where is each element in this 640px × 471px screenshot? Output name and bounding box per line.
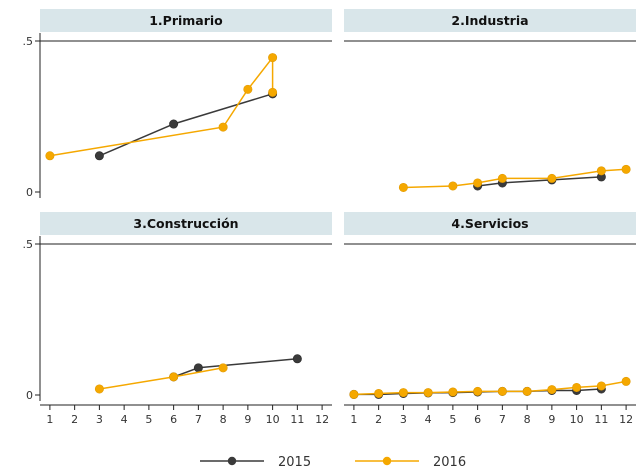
data-point-2016 [423, 388, 433, 398]
legend-label: 2015 [278, 455, 311, 470]
panel-title: 2.Industria [451, 13, 528, 28]
panel-strip [344, 9, 636, 32]
x-tick-label: 1 [46, 413, 53, 426]
panel-title: 1.Primario [149, 13, 223, 28]
data-point-2016 [45, 151, 55, 161]
x-tick-label: 10 [266, 413, 280, 426]
data-point-2016 [497, 173, 507, 183]
series-line-2015 [99, 93, 273, 157]
data-point-2016 [522, 386, 532, 396]
x-tick-label: 11 [594, 413, 608, 426]
x-tick-label: 8 [220, 413, 227, 426]
x-tick-label: 12 [315, 413, 329, 426]
data-point-2016 [398, 182, 408, 192]
series-line-2016 [49, 55, 274, 157]
panel-1: 1.Primario 0 .5 [23, 9, 332, 199]
x-tick-label: 2 [375, 413, 382, 426]
data-point-2016 [473, 386, 483, 396]
panel-strip [344, 212, 636, 235]
legend: 2015 2016 [200, 455, 466, 470]
data-point-2016 [268, 87, 278, 97]
data-point-2016 [218, 122, 228, 132]
data-point-2016 [596, 166, 606, 176]
panel-strip [40, 212, 332, 235]
x-tick-label: 6 [474, 413, 481, 426]
data-point-2016 [94, 384, 104, 394]
data-point-2016 [547, 385, 557, 395]
x-tick-label: 8 [524, 413, 531, 426]
x-tick-label: 4 [121, 413, 128, 426]
x-tick-label: 2 [71, 413, 78, 426]
x-tick-label: 5 [145, 413, 152, 426]
y-tick-label: 0 [26, 389, 33, 402]
data-point-2016 [349, 389, 359, 399]
x-tick-label: 7 [195, 413, 202, 426]
data-point-2016 [621, 376, 631, 386]
data-point-2016 [596, 381, 606, 391]
data-point-2015 [193, 363, 203, 373]
series-line-2016 [99, 367, 224, 390]
y-tick-label: .5 [23, 35, 34, 48]
x-tick-label: 1 [350, 413, 357, 426]
data-point-2016 [448, 387, 458, 397]
y-tick-label: .5 [23, 238, 34, 251]
data-point-2015 [292, 354, 302, 364]
legend-marker-2015 [227, 456, 237, 466]
data-point-2016 [268, 53, 278, 63]
data-point-2016 [448, 181, 458, 191]
data-point-2016 [497, 386, 507, 396]
legend-marker-2016 [382, 456, 392, 466]
x-tick-label: 4 [425, 413, 432, 426]
panel-title: 4.Servicios [451, 216, 528, 231]
data-point-2016 [218, 363, 228, 373]
x-tick-label: 10 [570, 413, 584, 426]
y-tick-label: 0 [26, 186, 33, 199]
x-tick-label: 5 [449, 413, 456, 426]
panel-title: 3.Construcción [133, 216, 238, 231]
data-point-2016 [374, 388, 384, 398]
panel-strip [40, 9, 332, 32]
x-tick-label: 9 [244, 413, 251, 426]
data-point-2016 [243, 84, 253, 94]
x-tick-label: 3 [400, 413, 407, 426]
data-point-2016 [547, 173, 557, 183]
data-point-2016 [473, 178, 483, 188]
x-tick-label: 3 [96, 413, 103, 426]
x-tick-label: 11 [290, 413, 304, 426]
data-point-2015 [169, 119, 179, 129]
data-point-2015 [94, 151, 104, 161]
data-point-2016 [572, 382, 582, 392]
x-tick-label: 6 [170, 413, 177, 426]
series-line-2016 [403, 168, 627, 189]
data-point-2016 [169, 372, 179, 382]
series-line-2015 [477, 176, 602, 187]
x-tick-label: 12 [619, 413, 633, 426]
legend-label: 2016 [433, 455, 466, 470]
panel-2: 2.Industria [344, 9, 636, 192]
x-tick-label: 7 [499, 413, 506, 426]
data-point-2016 [621, 164, 631, 174]
x-tick-label: 9 [548, 413, 555, 426]
data-point-2016 [398, 388, 408, 398]
